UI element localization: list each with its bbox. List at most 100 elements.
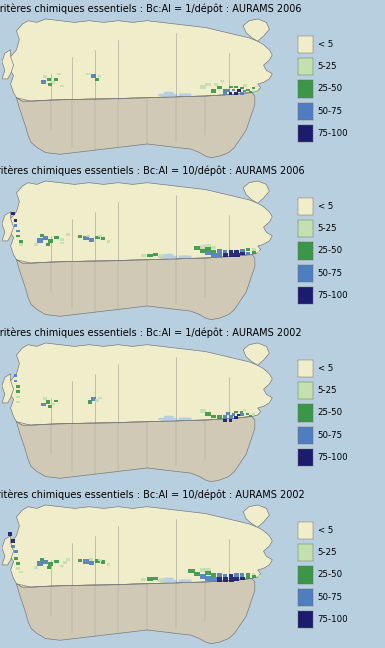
Bar	[226, 89, 230, 92]
Bar	[34, 566, 38, 569]
Bar	[223, 415, 228, 419]
Bar	[211, 415, 216, 419]
Polygon shape	[8, 19, 272, 101]
Bar	[223, 253, 228, 257]
Bar	[49, 239, 53, 242]
Text: Critères chimiques essentiels : Bc:Al = 10/dépôt : AURAMS 2002: Critères chimiques essentiels : Bc:Al = …	[0, 489, 305, 500]
Bar	[206, 568, 211, 572]
Polygon shape	[179, 94, 191, 96]
Bar	[211, 89, 216, 93]
Bar	[54, 560, 59, 563]
Bar	[240, 577, 244, 581]
Text: 5-25: 5-25	[318, 62, 337, 71]
Bar	[229, 250, 233, 253]
Bar	[229, 574, 233, 577]
Bar	[98, 559, 102, 561]
Polygon shape	[243, 343, 270, 365]
Bar	[211, 577, 217, 581]
Bar	[63, 561, 67, 564]
Bar	[95, 78, 99, 80]
Bar	[13, 374, 17, 377]
Bar	[86, 73, 90, 75]
Bar	[88, 400, 92, 404]
Bar	[246, 89, 249, 91]
Bar	[249, 415, 252, 417]
Bar	[223, 92, 227, 95]
Bar	[199, 574, 206, 579]
Bar	[98, 75, 101, 77]
Bar	[89, 561, 94, 565]
Bar	[43, 397, 47, 400]
Bar	[234, 417, 238, 419]
Bar	[234, 411, 238, 413]
Bar	[19, 244, 23, 246]
Bar	[17, 385, 20, 388]
Bar	[199, 86, 206, 89]
Bar	[95, 399, 99, 402]
Bar	[246, 576, 250, 579]
Bar	[188, 569, 195, 573]
Text: 75-100: 75-100	[318, 129, 348, 138]
Text: < 5: < 5	[318, 202, 333, 211]
Bar	[83, 559, 89, 564]
Bar	[98, 235, 102, 237]
Polygon shape	[2, 50, 13, 79]
Bar	[223, 574, 228, 577]
Bar	[240, 93, 244, 95]
Bar	[206, 83, 211, 86]
Polygon shape	[159, 418, 176, 421]
Bar	[77, 235, 82, 238]
Bar	[107, 563, 110, 566]
Text: 25-50: 25-50	[318, 84, 343, 93]
Bar	[223, 577, 228, 581]
Bar	[223, 89, 228, 92]
Polygon shape	[17, 417, 255, 481]
Bar	[217, 415, 222, 419]
Bar	[13, 380, 17, 382]
Bar	[41, 402, 47, 406]
Bar	[141, 255, 146, 257]
Bar	[255, 92, 258, 95]
Bar	[199, 568, 206, 572]
Bar	[153, 577, 158, 580]
Bar	[153, 253, 158, 257]
Bar	[238, 413, 241, 416]
Bar	[199, 410, 206, 413]
Bar	[89, 238, 94, 242]
Bar	[252, 413, 255, 415]
Bar	[95, 236, 100, 239]
Bar	[41, 80, 47, 84]
Bar	[240, 411, 243, 413]
Polygon shape	[17, 579, 255, 643]
Bar	[40, 233, 44, 237]
Bar	[19, 571, 23, 573]
Bar	[229, 577, 234, 581]
Bar	[229, 92, 233, 95]
Text: Critères chimiques essentiels : Bc:Al = 1/dépôt : AURAMS 2002: Critères chimiques essentiels : Bc:Al = …	[0, 327, 301, 338]
Bar	[206, 412, 211, 416]
Bar	[217, 249, 222, 253]
Text: 25-50: 25-50	[318, 408, 343, 417]
Bar	[234, 86, 238, 88]
Bar	[101, 237, 105, 240]
Bar	[243, 90, 246, 92]
Bar	[234, 253, 240, 257]
Bar	[238, 89, 241, 92]
Polygon shape	[8, 181, 272, 263]
Bar	[13, 219, 17, 222]
Bar	[234, 92, 238, 95]
Bar	[217, 253, 222, 257]
Bar	[252, 573, 255, 575]
Polygon shape	[243, 19, 270, 41]
Bar	[13, 550, 18, 553]
Bar	[258, 251, 261, 253]
Bar	[107, 240, 110, 242]
Bar	[234, 250, 239, 253]
Polygon shape	[165, 92, 173, 94]
Bar	[217, 577, 222, 581]
Bar	[240, 249, 244, 252]
Bar	[240, 573, 244, 577]
Bar	[240, 413, 244, 416]
Bar	[206, 251, 212, 255]
Bar	[17, 229, 20, 233]
